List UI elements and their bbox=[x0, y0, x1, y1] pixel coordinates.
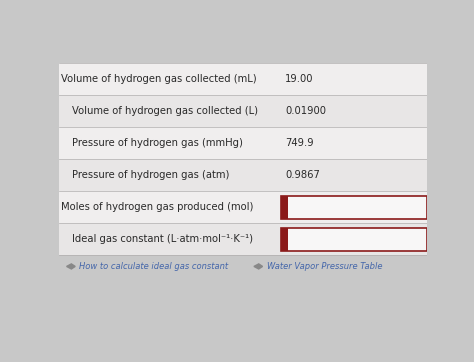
Polygon shape bbox=[254, 264, 263, 269]
Bar bbox=[282, 195, 288, 219]
Text: 19.00: 19.00 bbox=[285, 74, 314, 84]
Text: Volume of hydrogen gas collected (L): Volume of hydrogen gas collected (L) bbox=[72, 106, 258, 116]
Bar bbox=[59, 159, 427, 191]
Bar bbox=[59, 127, 427, 159]
Text: 0.01900: 0.01900 bbox=[285, 106, 326, 116]
Polygon shape bbox=[66, 264, 75, 269]
Bar bbox=[59, 95, 427, 127]
Text: 0.9867: 0.9867 bbox=[285, 170, 320, 180]
Text: Ideal gas constant (L·atm·mol⁻¹·K⁻¹): Ideal gas constant (L·atm·mol⁻¹·K⁻¹) bbox=[72, 234, 253, 244]
Text: 749.9: 749.9 bbox=[285, 138, 314, 148]
Bar bbox=[282, 228, 288, 251]
Bar bbox=[59, 63, 427, 95]
Text: Water Vapor Pressure Table: Water Vapor Pressure Table bbox=[267, 262, 383, 271]
Text: Moles of hydrogen gas produced (mol): Moles of hydrogen gas produced (mol) bbox=[61, 202, 254, 212]
Bar bbox=[282, 195, 427, 219]
Text: Pressure of hydrogen gas (atm): Pressure of hydrogen gas (atm) bbox=[72, 170, 229, 180]
Bar bbox=[59, 223, 427, 255]
Text: Volume of hydrogen gas collected (mL): Volume of hydrogen gas collected (mL) bbox=[61, 74, 257, 84]
Text: Pressure of hydrogen gas (mmHg): Pressure of hydrogen gas (mmHg) bbox=[72, 138, 243, 148]
Bar bbox=[282, 228, 427, 251]
Text: How to calculate ideal gas constant: How to calculate ideal gas constant bbox=[80, 262, 228, 271]
Bar bbox=[59, 191, 427, 223]
